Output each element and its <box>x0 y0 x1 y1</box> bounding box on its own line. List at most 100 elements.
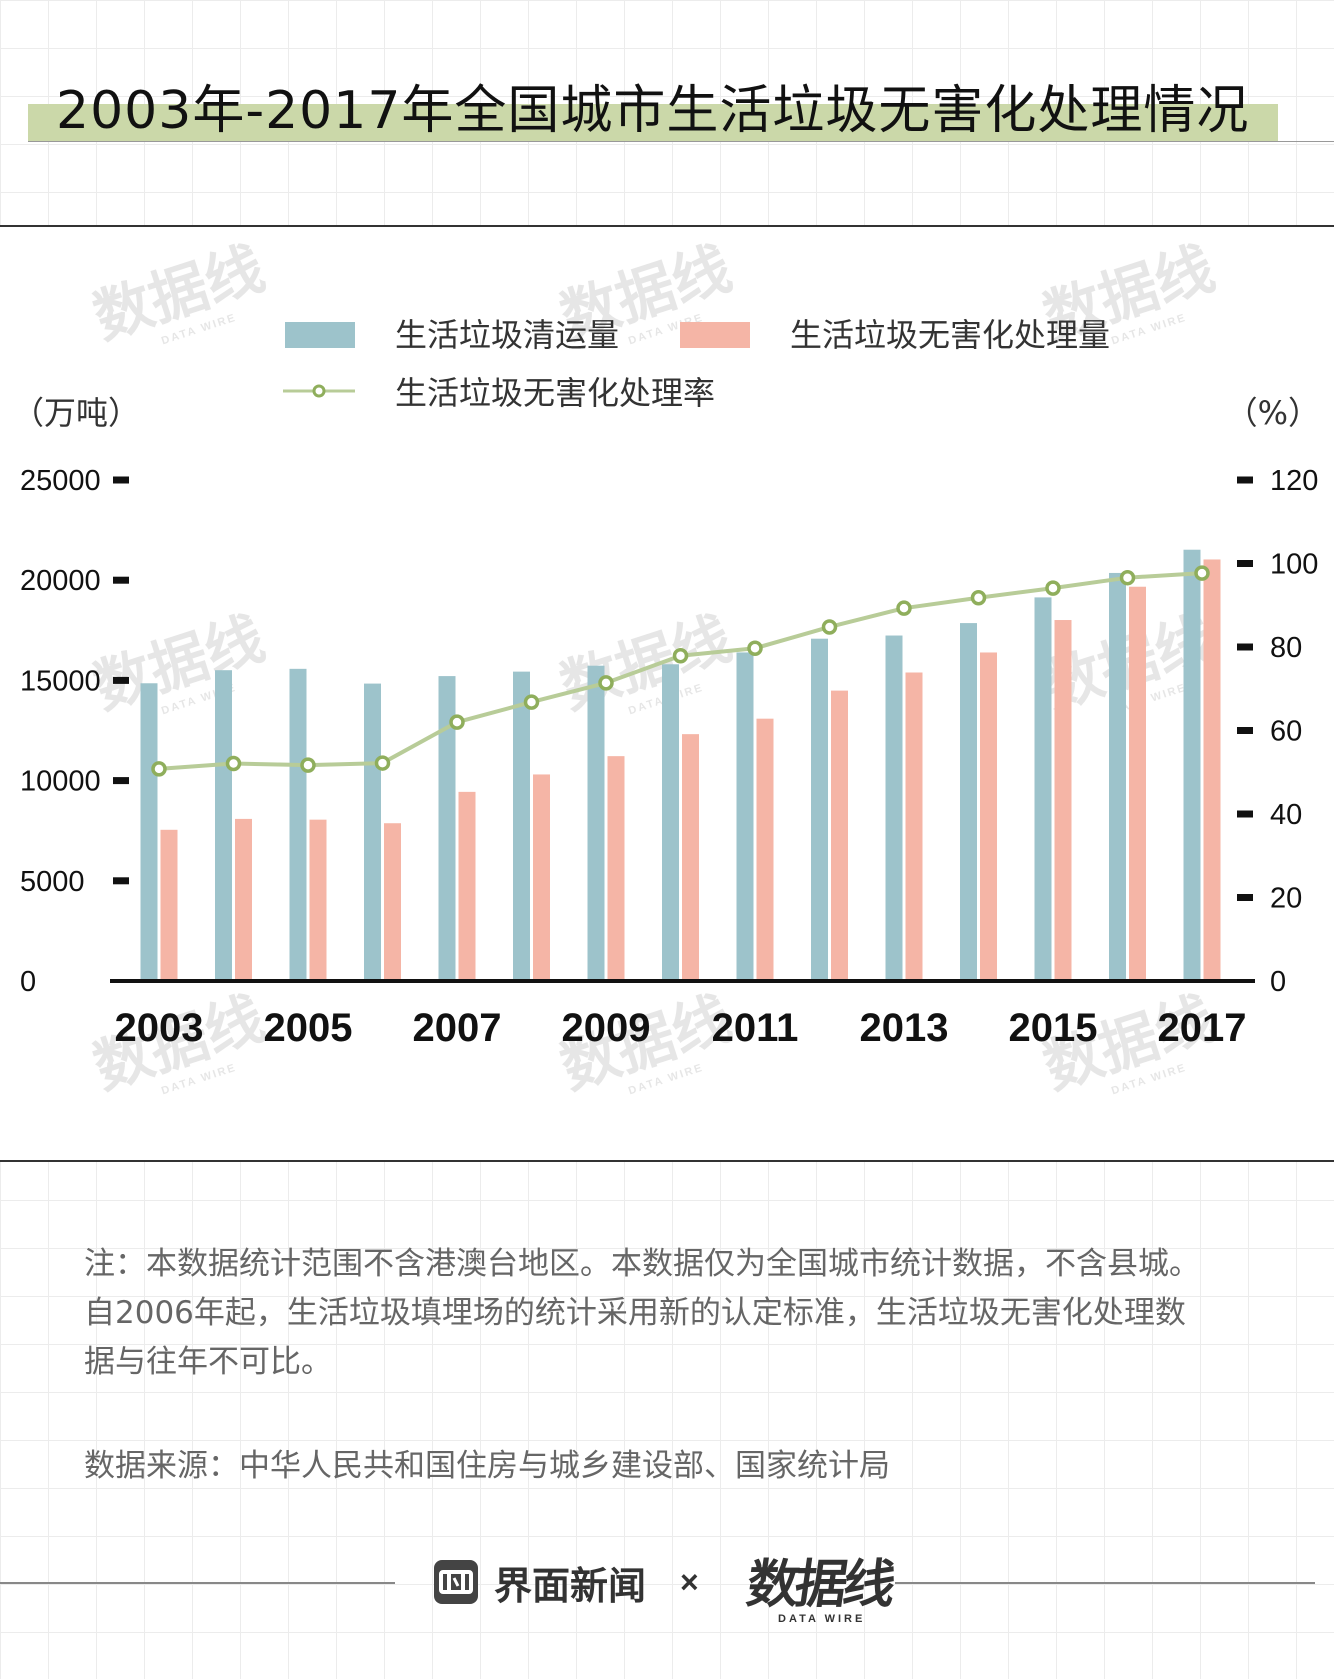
datawire-logo-en: DATA WIRE <box>778 1613 866 1625</box>
footer-brand: 界面新闻 × <box>432 1556 699 1608</box>
bar-treatment-2011 <box>756 718 774 981</box>
bar-collection-2004 <box>215 670 232 981</box>
bar-collection-2003 <box>140 683 158 981</box>
bar-collection-2013 <box>885 635 903 981</box>
bar-collection-2009 <box>587 665 605 981</box>
chart-bottom-rule <box>0 1160 1334 1162</box>
bar-treatment-2009 <box>607 756 625 981</box>
bar-collection-2008 <box>513 671 530 981</box>
bar-collection-2005 <box>289 668 307 981</box>
right-axis-unit: （%） <box>1226 394 1320 432</box>
brand-separator: × <box>680 1563 699 1600</box>
legend-swatch-treatment <box>680 322 750 348</box>
legend-label-treatment: 生活垃圾无害化处理量 <box>790 316 1110 354</box>
legend-marker-rate <box>312 384 326 398</box>
datawire-logo-cn: 数据线 <box>743 1555 896 1615</box>
x-tick-label: 2003 <box>115 1006 204 1050</box>
x-tick-label: 2017 <box>1158 1006 1247 1050</box>
right-tick-mark <box>1237 894 1253 901</box>
x-tick-label: 2013 <box>860 1006 949 1050</box>
left-tick-label: 10000 <box>20 766 101 798</box>
bar-treatment-2016 <box>1129 586 1146 981</box>
point-rate-2009 <box>598 675 614 691</box>
right-tick-label: 20 <box>1270 883 1302 915</box>
point-rate-2011 <box>747 640 763 657</box>
point-rate-2005 <box>300 757 316 773</box>
left-tick-label: 5000 <box>20 866 85 898</box>
brand-name: 界面新闻 <box>494 1563 647 1608</box>
bar-collection-2007 <box>438 676 456 981</box>
bar-treatment-2010 <box>682 734 699 981</box>
point-rate-2006 <box>374 755 391 771</box>
left-axis-unit: （万吨） <box>12 394 140 432</box>
bar-treatment-2006 <box>384 823 401 981</box>
bar-treatment-2015 <box>1054 620 1072 981</box>
right-tick-label: 40 <box>1270 799 1302 831</box>
bar-treatment-2012 <box>831 690 848 981</box>
right-tick-label: 100 <box>1270 549 1318 581</box>
left-tick-label: 15000 <box>20 665 101 697</box>
point-rate-2012 <box>821 619 838 635</box>
footnote: 注：本数据统计范围不含港澳台地区。本数据仅为全国城市统计数据，不含县城。 自20… <box>84 1240 1284 1387</box>
bar-treatment-2007 <box>458 791 476 981</box>
legend-label-collection: 生活垃圾清运量 <box>395 316 619 354</box>
title-highlight <box>28 104 1278 142</box>
right-tick-mark <box>1237 643 1253 651</box>
x-tick-label: 2009 <box>562 1006 651 1050</box>
bar-collection-2012 <box>811 638 828 981</box>
point-rate-2003 <box>151 761 167 777</box>
left-tick-label: 20000 <box>20 565 101 597</box>
left-tick-label: 0 <box>20 966 36 998</box>
point-rate-2013 <box>896 600 912 616</box>
point-rate-2010 <box>672 648 689 664</box>
point-rate-2017 <box>1194 565 1210 581</box>
point-rate-2015 <box>1045 580 1061 596</box>
chart-panel: 数据线 DATA WIRE 数据线 DATA WIRE 数据线 DATA WIRE 数据线 D… <box>0 227 1334 1160</box>
right-tick-mark <box>1237 560 1253 567</box>
right-tick-label: 80 <box>1270 632 1302 664</box>
left-tick-mark <box>113 476 129 484</box>
x-tick-label: 2007 <box>413 1006 502 1050</box>
point-rate-2014 <box>970 589 987 606</box>
right-tick-mark <box>1237 476 1253 484</box>
point-rate-2007 <box>449 714 465 730</box>
bar-collection-2014 <box>960 623 977 981</box>
bar-treatment-2005 <box>309 819 327 981</box>
right-tick-mark <box>1237 810 1253 818</box>
bar-collection-2010 <box>662 664 679 981</box>
page-title: 2003年-2017年全国城市生活垃圾无害化处理情况 <box>56 81 1250 141</box>
footnote-line-1: 注：本数据统计范围不含港澳台地区。本数据仅为全国城市统计数据，不含县城。 <box>84 1246 1200 1282</box>
left-tick-mark <box>113 777 129 785</box>
x-tick-label: 2011 <box>712 1006 799 1050</box>
chart-top-rule <box>0 225 1334 227</box>
left-tick-mark <box>113 676 129 684</box>
left-tick-mark <box>113 576 129 584</box>
bar-treatment-2014 <box>980 652 997 981</box>
point-rate-2016 <box>1119 569 1136 586</box>
footnote-line-3: 据与往年不可比。 <box>84 1344 332 1380</box>
right-tick-mark <box>1237 727 1253 734</box>
left-tick-label: 25000 <box>20 465 101 497</box>
bar-collection-2015 <box>1034 597 1052 981</box>
datawire-logo: 数据线 DATA WIRE <box>743 1542 895 1625</box>
footer-rule-right <box>895 1582 1315 1584</box>
point-rate-2008 <box>523 694 540 710</box>
bar-collection-2016 <box>1109 572 1126 981</box>
bar-collection-2006 <box>364 683 381 981</box>
x-tick-label: 2015 <box>1009 1006 1098 1050</box>
left-tick-mark <box>113 877 129 885</box>
bar-treatment-2013 <box>905 672 923 981</box>
bar-treatment-2008 <box>533 774 550 981</box>
data-source: 数据来源：中华人民共和国住房与城乡建设部、国家统计局 <box>84 1448 890 1484</box>
legend-swatch-collection <box>285 322 355 348</box>
bar-collection-2011 <box>736 652 754 981</box>
right-tick-label: 120 <box>1270 465 1318 497</box>
bar-collection-2017 <box>1183 549 1201 981</box>
bar-treatment-2017 <box>1203 559 1221 981</box>
legend-label-rate: 生活垃圾无害化处理率 <box>395 374 715 412</box>
right-tick-label: 0 <box>1270 966 1286 998</box>
jiemian-logo-icon <box>434 1560 478 1604</box>
